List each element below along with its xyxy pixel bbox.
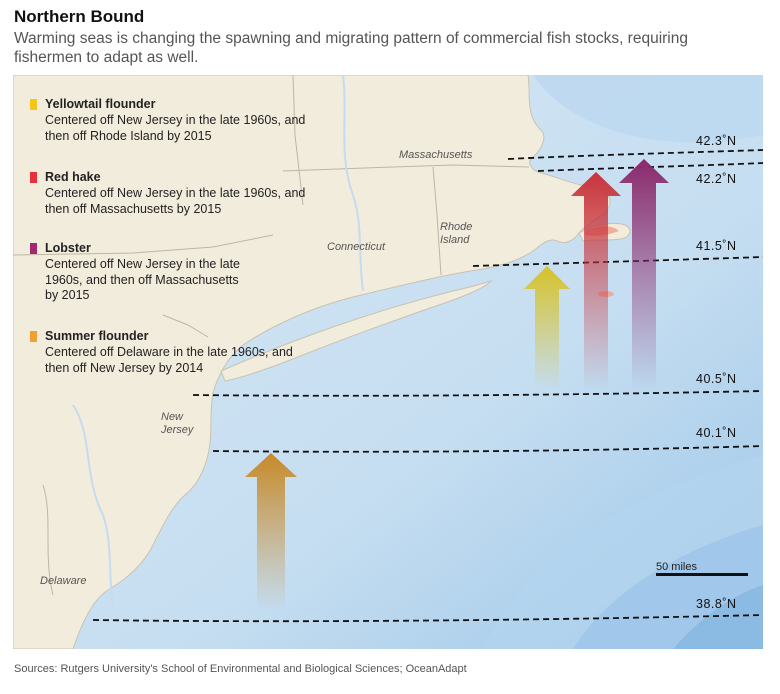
yellowtail-flounder-arrow (524, 266, 570, 390)
land-mass (13, 75, 611, 649)
scale-bar (656, 573, 748, 576)
place-label-rhode-island: Rhode Island (440, 221, 473, 246)
legend-name: Yellowtail flounder (45, 97, 156, 111)
legend-description: Centered off New Jersey in the late 1960… (45, 186, 306, 216)
latitude-label: 41.5˚N (696, 239, 737, 253)
rivers (72, 75, 364, 606)
source-note: Sources: Rutgers University's School of … (14, 663, 467, 675)
legend-name: Lobster (45, 241, 91, 255)
summer-flounder-arrow (245, 453, 297, 610)
legend-name: Summer flounder (45, 329, 149, 343)
long-island (220, 280, 493, 382)
latitude-label: 42.3˚N (696, 134, 737, 148)
latitude-line-41-5 (472, 256, 763, 267)
legend-swatch (30, 99, 37, 110)
depth-contour (673, 585, 763, 649)
latitude-lines (92, 149, 763, 623)
map-title: Northern Bound (14, 7, 145, 26)
depth-contour (533, 75, 763, 143)
legend-swatch (30, 331, 37, 342)
latitude-label: 42.2˚N (696, 172, 737, 186)
latitude-label: 40.1˚N (696, 426, 737, 440)
map-subtitle: Warming seas is changing the spawning an… (14, 30, 688, 66)
latitude-label: 38.8˚N (696, 597, 737, 611)
legend-description: Centered off New Jersey in the late 1960… (45, 113, 306, 143)
map-canvas (13, 75, 763, 649)
red-hake-arrow (571, 172, 621, 390)
latitude-line-42-3 (507, 149, 763, 160)
place-label-new-jersey: New Jersey (161, 411, 194, 436)
latitude-line-40-5 (192, 390, 763, 397)
legend-swatch (30, 172, 37, 183)
latitude-line-42-2 (537, 162, 763, 172)
legend-name: Red hake (45, 170, 101, 184)
latitude-line-38-8 (92, 614, 763, 623)
place-label-connecticut: Connecticut (327, 241, 386, 253)
legend-description: Centered off New Jersey in the late 1960… (45, 257, 241, 302)
latitude-label: 40.5˚N (696, 372, 737, 386)
legend-swatch (30, 243, 37, 254)
legend-description: Centered off Delaware in the late 1960s,… (45, 345, 293, 375)
place-label-massachusetts: Massachusetts (399, 149, 473, 161)
scale-label: 50 miles (656, 561, 697, 573)
state-borders (13, 75, 530, 596)
place-label-delaware: Delaware (40, 575, 87, 587)
map-panel: Yellowtail flounder Centered off New Jer… (13, 75, 763, 649)
lobster-arrow (619, 159, 669, 390)
